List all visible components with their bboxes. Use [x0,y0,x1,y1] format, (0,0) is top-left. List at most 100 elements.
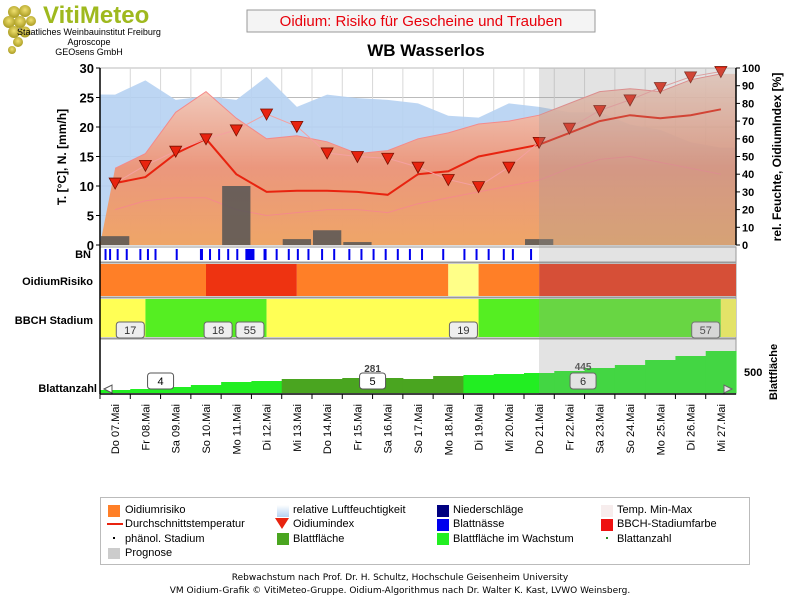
leaf-area-bar [645,360,676,393]
y2-tick-label: 80 [742,98,754,110]
rain-bar [282,239,311,245]
x-tick-label: Di 19.Mai [474,404,486,450]
leaf-area-bar [312,379,343,393]
oidium-index-marker-icon [653,82,667,95]
y-tick-label: 15 [80,150,94,165]
legend-rain: Niederschläge [453,504,524,516]
leaf-wetness-mark [348,249,351,260]
y2-tick-label: 100 [742,63,760,75]
leaf-wetness-mark [296,249,299,260]
leaf-wetness-mark [146,249,149,260]
x-tick-label: Sa 16.Mai [383,404,395,454]
leaf-wetness-mark [475,249,478,260]
bbch-stage-label: 55 [244,325,256,337]
rain-bar [313,230,342,245]
leaf-area-bar [463,375,495,393]
bbch-stage-label: 17 [124,325,136,337]
rain-bar [222,186,251,245]
x-tick-label: So 24.Mai [625,404,637,454]
y2-tick-label: 10 [742,222,754,234]
y-tick-label: 20 [80,120,94,135]
leaf-wetness-mark [463,249,466,260]
leaf-area-bar [675,356,707,393]
legend-swatch-bbch [601,519,613,531]
x-tick-label: So 10.Mai [201,404,213,454]
x-tick-label: Mo 18.Mai [443,404,455,455]
y-axis-label: T. [°C], N. [mm/h] [55,109,69,205]
logo-line2: Agroscope [67,37,110,47]
prognose-overlay [539,68,736,394]
footer-credit-2: VM Oidium-Grafik © VitiMeteo-Gruppe. Oid… [169,586,631,596]
bbch-stage-row: 17 18 55 19 57 [99,297,737,339]
leaf-wetness-mark [227,249,230,260]
leaf-area-bar [100,390,131,393]
y2-tick-label: 0 [742,240,748,252]
leaf-area-axis-tick: 500 [744,367,762,379]
risk-row-label: OidiumRisiko [22,276,93,288]
legend-swatch-leaf-area [277,533,289,545]
leaf-wetness-mark [236,249,239,260]
bbch-segment [478,299,721,337]
leaf-area-bar [190,385,222,393]
scroll-right-icon [723,384,734,394]
avg-temp-line [114,108,722,196]
x-tick-label: Mo 25.Mai [655,404,667,455]
bbch-stage-box [448,321,478,339]
legend-wetness: Blattnässe [453,518,505,530]
x-tick-label: Do 07.Mai [110,404,122,454]
chart-title: Oidium: Risiko für Gescheine und Trauben [280,13,563,30]
leaf-area-bar [251,381,283,393]
risk-segment [100,264,206,296]
y-tick-label: 25 [80,91,94,106]
risk-segment [296,264,449,296]
leaf-wetness-mark [175,249,178,260]
y2-axis-label: rel. Feuchte, OidiumIndex [%] [770,73,784,242]
y-tick-label: 5 [87,209,94,224]
oidium-index-markers [108,66,728,194]
bbch-stage-label: 57 [700,325,712,337]
oidium-index-marker-icon [532,136,546,150]
leaf-wetness-mark [372,249,375,260]
x-tick-label: Mi 13.Mai [292,404,304,452]
legend-swatch-wetness [437,519,449,531]
legend-humidity: relative Luftfeuchtigkeit [293,504,406,516]
oidium-index-marker-icon [199,133,213,146]
y2-tick-label: 40 [742,169,754,181]
oidium-index-marker-icon [502,161,516,174]
rain-bar [525,239,554,245]
x-axis-labels: Do 07.Mai Fr 08.Mai Sa 09.Mai So 10.Mai Mo 1… [99,394,728,455]
legend-risk: Oidiumrisiko [125,504,186,516]
leaf-area-row: 4 5 6 281 445 [99,338,737,395]
leaf-wetness-mark [275,249,278,260]
y-tick-label: 0 [87,238,94,253]
bbch-row-label: BBCH Stadium [15,315,93,327]
legend-swatch-leaf-count [606,537,608,539]
leaf-area-bar [433,376,464,393]
legend-swatch-stage [113,537,115,539]
x-tick-label: Fr 22.Mai [564,404,576,450]
leaf-area-value: 445 [575,362,592,373]
legend-temp-minmax: Temp. Min-Max [617,504,693,516]
leaf-count-label: 4 [158,376,164,388]
leaf-wetness-mark [218,249,221,260]
leaf-area-bar [614,365,646,393]
bbch-stage-box [115,321,145,339]
logo-title: VitiMeteo [43,2,149,29]
x-tick-label: Di 12.Mai [262,404,274,450]
risk-segment [206,264,297,296]
leaf-wetness-mark [154,249,157,260]
leaf-count-box [359,372,387,390]
leaf-area-bar [402,379,434,393]
grape-logo-icon [3,5,36,54]
leaf-wetness-mark [287,249,290,260]
leaf-wetness-mark [104,249,107,260]
leaf-area-value: 281 [364,364,381,375]
rain-bar [343,242,372,245]
leaf-wetness-mark [384,249,387,260]
logo: VitiMeteo Staatliches Weinbauinstitut Fr… [3,2,161,57]
legend-avg-temp: Durchschnittstemperatur [125,518,245,530]
y2-tick-label: 70 [742,116,754,128]
leaf-count-box [569,372,597,390]
leaf-wetness-mark [307,249,310,260]
bbch-stage-box [235,321,265,339]
